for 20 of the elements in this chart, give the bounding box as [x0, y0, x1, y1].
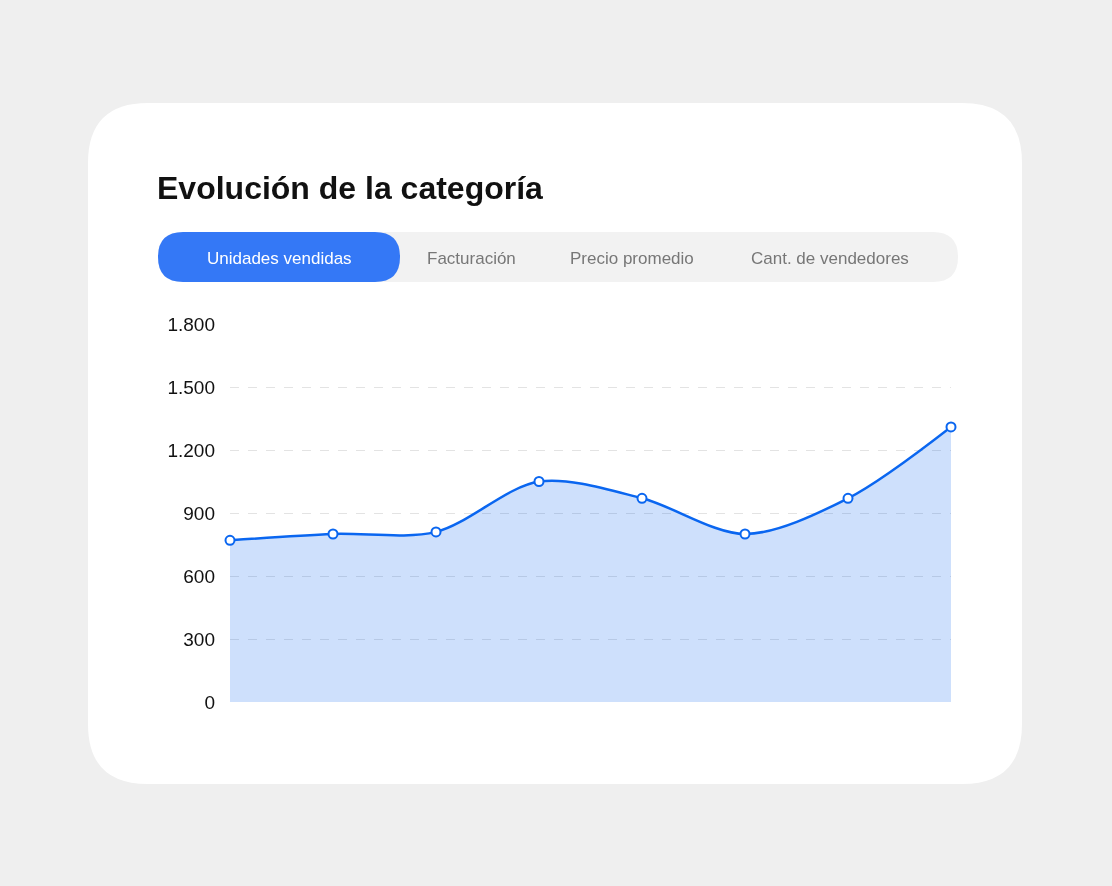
- point: [945, 421, 957, 433]
- chart-title: Evolución de la categoría: [157, 170, 544, 207]
- y-tick-label: 600: [183, 565, 215, 587]
- text: Cant. de vendedores: [751, 249, 909, 268]
- point: [739, 528, 751, 540]
- point: [636, 492, 648, 504]
- y-tick-label: 1.800: [167, 313, 215, 335]
- point: [327, 528, 339, 540]
- y-tick-label: 900: [183, 502, 215, 524]
- point: [533, 476, 545, 487]
- y-tick-label: 1.200: [167, 439, 215, 461]
- text: Precio promedio: [570, 249, 694, 268]
- point: [224, 534, 236, 546]
- text: Unidades vendidas: [207, 249, 352, 268]
- y-tick-label: 0: [204, 691, 215, 713]
- text: Facturación: [427, 249, 516, 268]
- y-tick-label: 1.500: [167, 376, 215, 398]
- point: [842, 492, 854, 504]
- y-tick-label: 300: [183, 628, 215, 650]
- point: [430, 526, 442, 538]
